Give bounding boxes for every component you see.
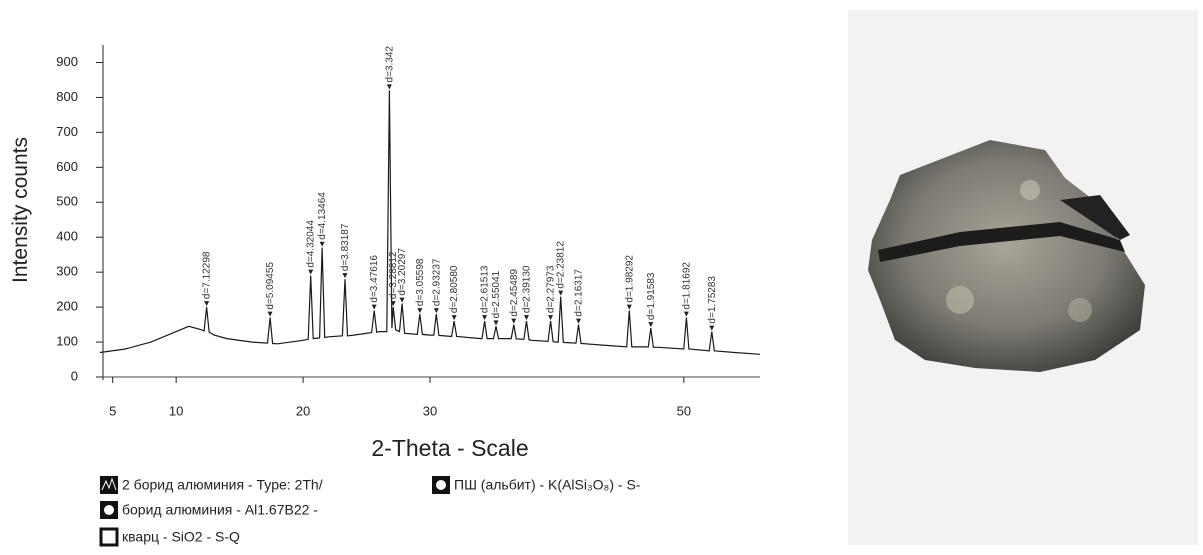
y-tick-label: 700 [56, 124, 78, 139]
peak-marker [493, 320, 499, 326]
peak-marker [451, 315, 457, 321]
rock-photo [868, 140, 1145, 372]
peak-marker [267, 311, 273, 317]
x-tick-label: 20 [296, 403, 310, 418]
peak-annotation: d=2.80580 [449, 265, 460, 313]
peak-marker [390, 301, 396, 307]
peak-marker [342, 273, 348, 279]
peak-annotation: d=1.81692 [681, 262, 692, 310]
peak-annotation: d=4.13464 [317, 192, 328, 240]
peak-marker [371, 304, 377, 310]
peak-marker [709, 325, 715, 331]
peak-marker [399, 297, 405, 303]
peak-annotation: d=5.09455 [265, 262, 276, 310]
y-tick-label: 600 [56, 159, 78, 174]
legend-label: борид алюминия - Al1.67B22 - [122, 502, 318, 518]
diffraction-line [99, 90, 761, 355]
peak-marker [308, 269, 314, 275]
y-tick-label: 300 [56, 264, 78, 279]
y-tick-label: 900 [56, 54, 78, 69]
peak-marker [482, 315, 488, 321]
legend-label: кварц - SiO2 - S-Q [122, 529, 240, 545]
peak-annotation: d=3.47616 [369, 255, 380, 303]
peak-marker [558, 290, 564, 296]
peak-annotation: d=3.05598 [415, 258, 426, 306]
y-tick-label: 0 [71, 368, 78, 383]
peak-marker [417, 308, 423, 314]
peak-annotation: d=2.39130 [521, 265, 532, 313]
legend-markers [99, 476, 450, 547]
x-tick-label: 5 [109, 403, 116, 418]
legend-label: 2 борид алюминия - Type: 2Th/ [122, 477, 323, 493]
peak-marker [648, 322, 654, 328]
y-tick-label: 100 [56, 333, 78, 348]
y-tick-label: 500 [56, 194, 78, 209]
peak-annotation: d=1.98292 [624, 255, 635, 303]
x-tick-label: 50 [677, 403, 691, 418]
y-tick-label: 200 [56, 299, 78, 314]
peak-marker [548, 315, 554, 321]
y-tick-label: 400 [56, 229, 78, 244]
peak-annotation: d=2.93237 [431, 258, 442, 306]
peak-annotation: d=2.23812 [556, 241, 567, 289]
peak-annotation: d=3.28812 [388, 251, 399, 299]
peak-annotation: d=2.61513 [480, 265, 491, 313]
y-tick-label: 800 [56, 89, 78, 104]
peak-annotation: d=4.32044 [306, 220, 317, 268]
peak-marker [433, 308, 439, 314]
peak-annotation: d=3.83187 [340, 223, 351, 271]
peak-marker [386, 84, 392, 90]
peak-annotation: d=1.75283 [707, 276, 718, 324]
peak-marker [626, 304, 632, 310]
peak-annotation: d=3.342 [384, 46, 395, 83]
peak-annotation: d=2.55041 [491, 270, 502, 318]
peak-annotation: d=3.20297 [397, 248, 408, 296]
peak-annotation: d=7.12298 [202, 251, 213, 299]
x-tick-label: 30 [423, 403, 437, 418]
peak-annotation: d=1.91583 [646, 272, 657, 320]
peak-annotation: d=2.45489 [509, 269, 520, 317]
x-axis-label: 2-Theta - Scale [371, 435, 528, 461]
x-tick-label: 10 [169, 403, 183, 418]
peak-marker [523, 315, 529, 321]
peak-marker [683, 311, 689, 317]
legend-label: ПШ (альбит) - K(AlSi₃O₈) - S- [454, 477, 641, 493]
peak-marker [576, 318, 581, 324]
peak-annotation: d=2.27973 [546, 265, 557, 313]
peak-marker [204, 301, 210, 307]
peak-annotation: d=2.16317 [574, 269, 585, 317]
peak-marker [511, 318, 517, 324]
y-axis-label: Intensity counts [9, 137, 32, 283]
peak-marker [319, 241, 325, 247]
